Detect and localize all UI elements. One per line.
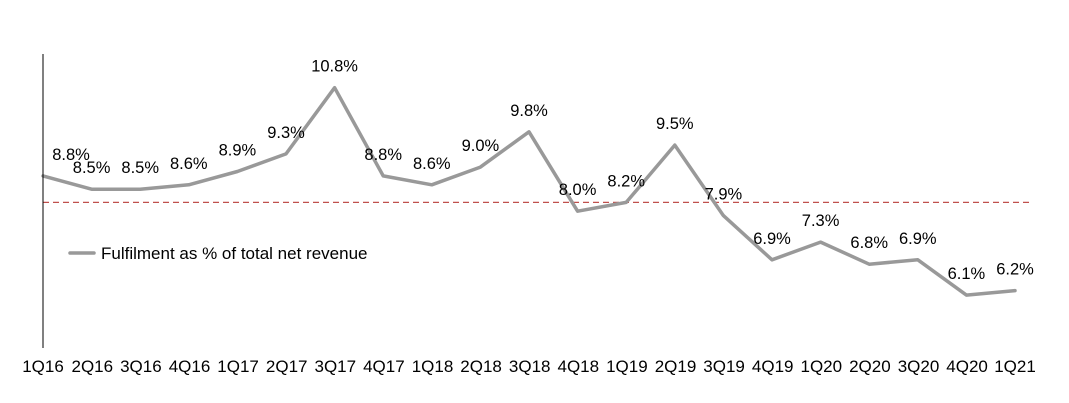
x-tick-label: 1Q20 [801,357,843,376]
x-tick-label: 4Q17 [363,357,405,376]
data-label: 10.8% [311,58,358,76]
x-tick-label: 4Q16 [169,357,211,376]
x-tick-label: 2Q18 [460,357,502,376]
x-tick-label: 1Q19 [606,357,648,376]
data-label: 8.0% [559,181,597,199]
data-label: 8.6% [413,155,451,173]
x-tick-label: 3Q17 [315,357,357,376]
data-label: 8.5% [73,159,111,177]
x-tick-label: 3Q20 [898,357,940,376]
x-tick-label: 1Q16 [22,357,64,376]
series-group [41,85,1017,297]
series-line [41,85,1017,297]
data-label: 9.8% [510,102,548,120]
x-tick-label: 4Q20 [946,357,988,376]
x-tick-label: 4Q19 [752,357,794,376]
x-tick-label: 3Q18 [509,357,551,376]
data-label: 6.9% [899,230,937,248]
data-label: 9.5% [656,115,694,133]
data-label: 8.5% [121,159,159,177]
x-tick-label: 4Q18 [558,357,600,376]
data-label: 6.1% [948,265,986,283]
data-label: 9.3% [267,124,305,142]
x-tick-label: 3Q19 [703,357,745,376]
legend-label: Fulfilment as % of total net revenue [101,244,367,263]
data-label: 7.3% [802,212,840,230]
data-label: 6.9% [753,230,791,248]
data-label: 8.2% [607,172,645,190]
x-tick-label: 2Q20 [849,357,891,376]
data-label: 8.8% [52,146,90,164]
x-tick-label: 3Q16 [120,357,162,376]
x-tick-label: 2Q19 [655,357,697,376]
x-tick-label: 1Q18 [412,357,454,376]
data-label: 6.8% [850,234,888,252]
x-tick-label: 1Q17 [217,357,259,376]
legend: Fulfilment as % of total net revenue [68,244,367,263]
x-tick-label: 2Q16 [72,357,114,376]
data-label: 8.8% [364,146,402,164]
x-tick-labels-group: 1Q16 2Q16 3Q16 4Q16 1Q17 2Q17 3Q17 4Q17 1Q18 2Q18… [22,357,1036,376]
data-label: 7.9% [705,186,743,204]
data-label: 8.6% [170,155,208,173]
data-label: 8.9% [219,142,257,160]
data-label: 9.0% [462,137,500,155]
x-tick-label: 1Q21 [994,357,1036,376]
x-tick-label: 2Q17 [266,357,308,376]
data-labels-group: 8.8%8.5% 8.5% 8.6%8.9%9.3%10.8%8.8% 8.6%9.0… [52,58,1034,283]
data-label: 6.2% [996,261,1034,279]
